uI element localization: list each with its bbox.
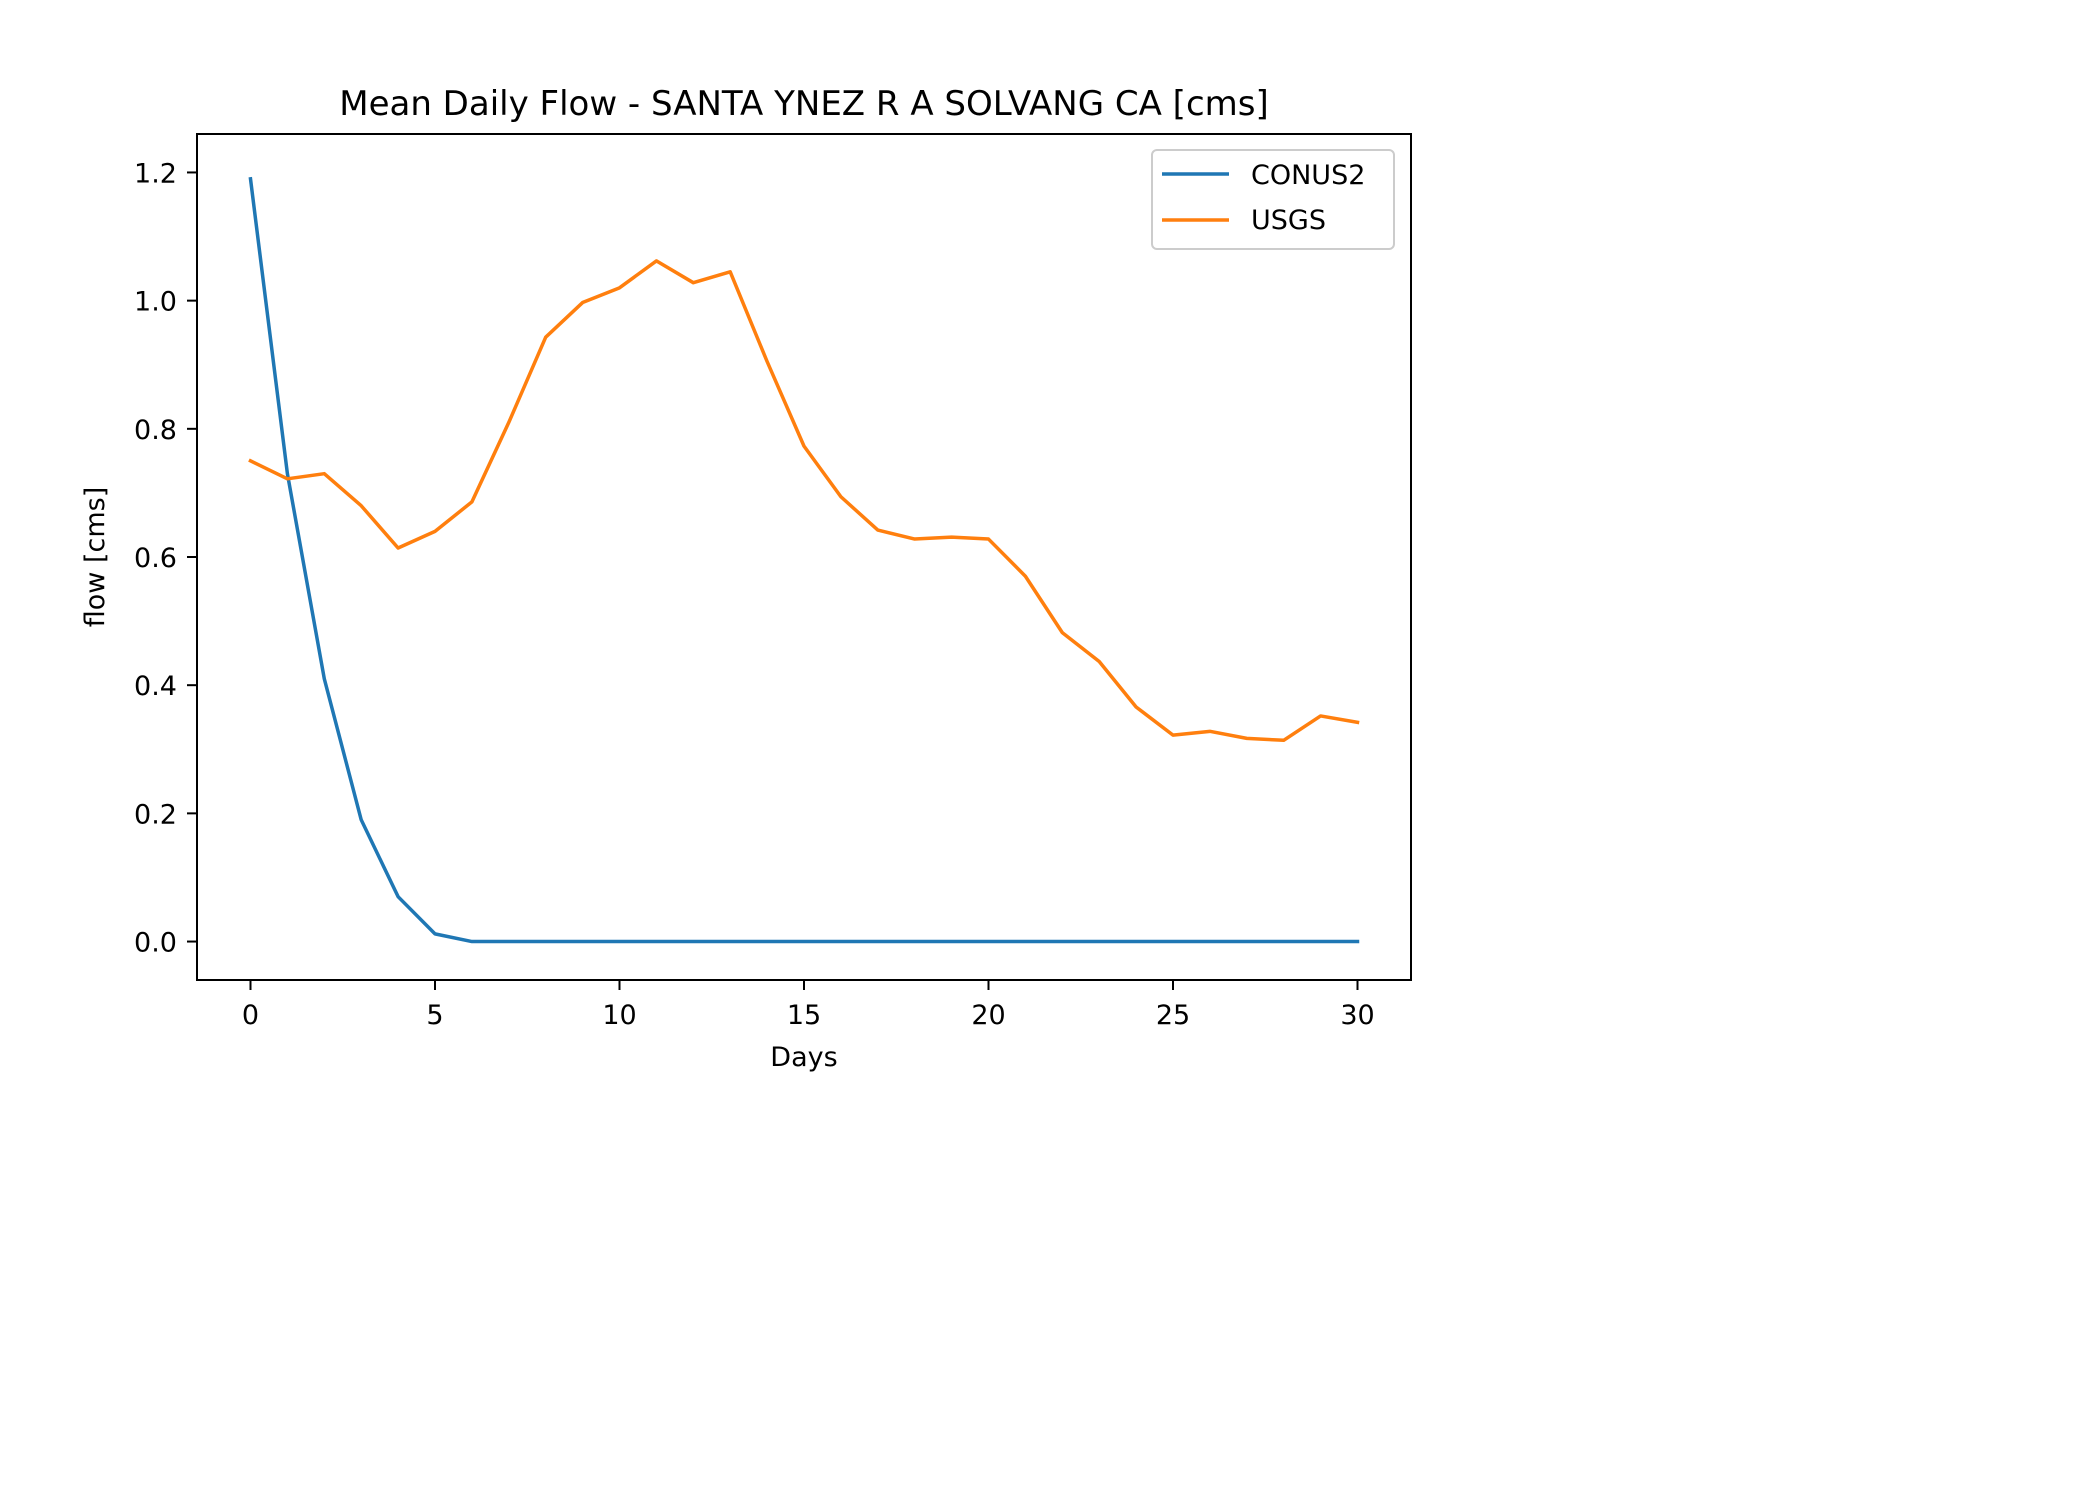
chart-title: Mean Daily Flow - SANTA YNEZ R A SOLVANG… [339, 84, 1269, 124]
x-axis-label: Days [770, 1042, 837, 1073]
x-tick-label: 15 [787, 1000, 821, 1031]
legend: CONUS2 USGS [1151, 149, 1395, 250]
y-axis-ticks: 0.0 0.2 0.4 0.6 0.8 1.0 1.2 [134, 158, 197, 959]
series-lines [248, 176, 1360, 944]
y-tick-label: 0.2 [134, 799, 177, 830]
plot-area-frame [196, 133, 1412, 981]
chart: Mean Daily Flow - SANTA YNEZ R A SOLVANG… [80, 84, 1412, 1073]
y-tick-label: 0.8 [134, 415, 177, 446]
series-line-conus2 [248, 176, 1360, 944]
x-axis-ticks: 0 5 10 15 20 25 30 [242, 980, 1375, 1031]
series-line-usgs [248, 259, 1360, 743]
x-tick-label: 20 [971, 1000, 1005, 1031]
x-tick-label: 5 [426, 1000, 443, 1031]
y-tick-label: 0.6 [134, 543, 177, 574]
legend-label-conus2: CONUS2 [1251, 160, 1365, 191]
x-tick-label: 0 [242, 1000, 259, 1031]
y-axis-label: flow [cms] [80, 487, 111, 627]
x-tick-label: 30 [1340, 1000, 1374, 1031]
y-tick-label: 0.0 [134, 928, 177, 959]
x-tick-label: 10 [602, 1000, 636, 1031]
y-tick-label: 0.4 [134, 671, 177, 702]
x-tick-label: 25 [1156, 1000, 1190, 1031]
y-tick-label: 1.2 [134, 158, 177, 189]
legend-label-usgs: USGS [1251, 205, 1326, 236]
y-tick-label: 1.0 [134, 287, 177, 318]
